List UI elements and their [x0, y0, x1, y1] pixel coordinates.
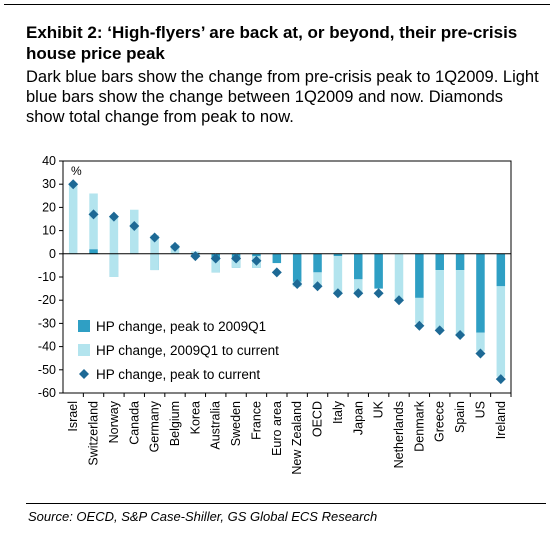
marker-peak-to-current	[271, 267, 282, 278]
x-tick-label: Greece	[433, 401, 447, 442]
markers	[68, 179, 506, 385]
chart-title: Exhibit 2: ‘High-flyers’ are back at, or…	[26, 23, 518, 63]
x-tick-label: Sweden	[229, 401, 243, 446]
bar-peak-to-2009q1	[313, 253, 322, 273]
marker-peak-to-current	[455, 330, 466, 340]
bar-2009q1-to-current	[130, 209, 139, 254]
y-tick-label: 0	[49, 247, 56, 261]
legend-label: HP change, 2009Q1 to current	[96, 343, 279, 358]
y-tick-label: -40	[38, 340, 56, 354]
bar-peak-to-2009q1	[435, 253, 444, 271]
y-axis: -60 -50 -40 -30 -20 -10 0 10 20 30 40	[38, 154, 63, 400]
bar-2009q1-to-current	[496, 286, 506, 377]
marker-peak-to-current	[353, 288, 364, 299]
bar-peak-to-2009q1	[354, 253, 363, 280]
y-tick-label: -10	[38, 270, 56, 284]
bar-2009q1-to-current	[435, 270, 444, 331]
y-tick-label: 10	[42, 224, 56, 238]
y-tick-label: -50	[38, 363, 56, 377]
marker-peak-to-current	[149, 232, 160, 243]
chart-subtitle: Dark blue bars show the change from pre-…	[26, 68, 539, 126]
x-tick-label: Belgium	[168, 401, 182, 446]
marker-peak-to-current	[414, 320, 425, 331]
bar-peak-to-2009q1	[476, 253, 485, 333]
marker-peak-to-current	[170, 241, 180, 252]
x-tick-label: Germany	[148, 400, 162, 452]
unit-label: %	[71, 164, 82, 178]
marker-peak-to-current	[495, 374, 506, 385]
bar-2009q1-to-current	[354, 279, 363, 294]
bar-peak-to-2009q1	[292, 253, 302, 287]
marker-peak-to-current	[129, 220, 140, 231]
marker-peak-to-current	[108, 211, 119, 222]
x-tick-label: New Zealand	[290, 401, 304, 475]
bar-2009q1-to-current	[455, 270, 465, 335]
bar-2009q1-to-current	[333, 256, 343, 294]
x-tick-label: Korea	[188, 401, 202, 434]
marker-peak-to-current	[434, 325, 445, 336]
marker-peak-to-current	[312, 281, 323, 292]
x-tick-label: UK	[372, 400, 386, 418]
top-rule	[4, 4, 550, 5]
legend-swatch	[79, 369, 89, 379]
marker-peak-to-current	[231, 253, 242, 264]
marker-peak-to-current	[394, 295, 404, 306]
y-tick-label: -60	[38, 386, 56, 400]
x-tick-label: France	[249, 401, 263, 440]
x-tick-label: Spain	[453, 401, 467, 433]
bar-peak-to-2009q1	[89, 249, 98, 254]
y-tick-label: 20	[42, 200, 56, 214]
bar-2009q1-to-current	[89, 193, 98, 250]
marker-peak-to-current	[332, 288, 343, 299]
x-tick-label: Netherlands	[392, 401, 406, 468]
x-axis: Israel Switzerland Norway Canada Germany Belg…	[66, 393, 512, 475]
marker-peak-to-current	[210, 253, 221, 264]
x-tick-label: Norway	[107, 400, 121, 443]
x-tick-label: Euro area	[270, 401, 284, 456]
marker-peak-to-current	[292, 278, 303, 289]
marker-peak-to-current	[88, 209, 99, 220]
marker-peak-to-current	[190, 251, 201, 262]
x-tick-label: Canada	[127, 401, 141, 445]
y-tick-label: -30	[38, 316, 56, 330]
bottom-rule	[26, 503, 546, 504]
marker-peak-to-current	[373, 288, 384, 299]
legend-label: HP change, peak to 2009Q1	[96, 319, 266, 334]
bar-peak-to-2009q1	[333, 253, 343, 257]
x-tick-label: Australia	[209, 401, 223, 450]
legend-swatch	[78, 344, 90, 356]
bar-2009q1-to-current	[109, 216, 119, 277]
bar-peak-to-2009q1	[496, 253, 506, 287]
x-tick-label: Israel	[66, 401, 80, 432]
x-tick-label: Italy	[331, 400, 345, 424]
x-tick-label: Japan	[351, 401, 365, 435]
bar-peak-to-2009q1	[455, 253, 465, 271]
x-tick-label: Ireland	[494, 401, 508, 439]
y-tick-label: 40	[42, 154, 56, 168]
x-tick-label: OECD	[311, 401, 325, 437]
source-note: Source: OECD, S&P Case-Shiller, GS Globa…	[28, 509, 378, 524]
x-tick-label: US	[473, 401, 487, 418]
legend: HP change, peak to 2009Q1 HP change, 2009…	[78, 319, 279, 382]
bar-peak-to-2009q1	[272, 253, 282, 264]
bar-2009q1-to-current	[476, 332, 485, 352]
bar-2009q1-to-current	[211, 258, 220, 273]
bar-peak-to-2009q1	[415, 253, 424, 298]
x-tick-label: Denmark	[412, 400, 426, 451]
marker-peak-to-current	[475, 348, 486, 359]
marker-peak-to-current	[251, 255, 262, 266]
y-tick-label: -20	[38, 293, 56, 307]
legend-swatch	[78, 320, 90, 332]
x-tick-label: Switzerland	[87, 401, 101, 466]
bar-2009q1-to-current	[313, 272, 322, 287]
bar-2009q1-to-current	[415, 297, 424, 324]
bar-2009q1-to-current	[150, 235, 159, 271]
y-tick-label: 30	[42, 177, 56, 191]
bar-2009q1-to-current	[394, 253, 404, 301]
bar-2009q1-to-current	[68, 184, 78, 254]
bar-peak-to-2009q1	[374, 253, 383, 289]
legend-label: HP change, peak to current	[96, 367, 260, 382]
marker-peak-to-current	[68, 179, 79, 190]
